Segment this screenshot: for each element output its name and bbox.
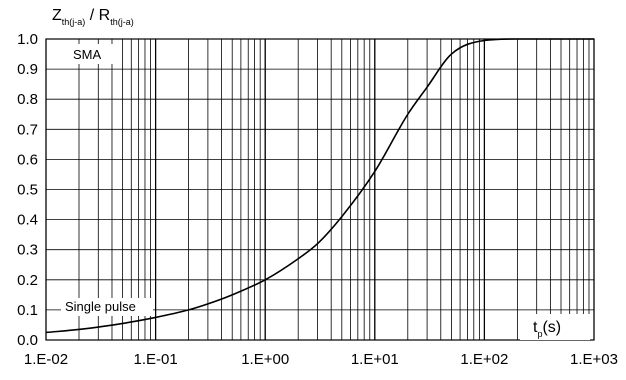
x-tick-label: 1.E+00 <box>241 351 289 368</box>
y-tick-labels: 0.0 0.1 0.2 0.3 0.4 0.5 0.6 0.7 0.8 0.9 1.0 <box>17 31 38 349</box>
y-tick-label: 0.7 <box>17 121 38 138</box>
x-axis-label-group: tp(s) <box>520 314 590 340</box>
x-tick-label: 1.E-01 <box>133 351 177 368</box>
grid <box>45 38 595 341</box>
y-tick-label: 0.9 <box>17 61 38 78</box>
x-axis-label: tp(s) <box>533 319 561 339</box>
single-pulse-label: Single pulse <box>65 299 136 314</box>
x-tick-label: 1.E-02 <box>24 351 68 368</box>
plot-frame <box>45 38 595 341</box>
sma-annotation-bg <box>62 44 116 64</box>
single-pulse-bg <box>61 298 153 316</box>
x-axis-label-bg <box>520 314 590 340</box>
y-tick-label: 0.2 <box>17 272 38 289</box>
y-tick-label: 1.0 <box>17 31 38 48</box>
series-line <box>45 38 594 334</box>
x-tick-label: 1.E+03 <box>570 351 618 368</box>
x-tick-label: 1.E+02 <box>460 351 508 368</box>
y-tick-label: 0.8 <box>17 91 38 108</box>
y-tick-label: 0.4 <box>17 212 38 229</box>
x-tick-labels: 1.E-02 1.E-01 1.E+00 1.E+01 1.E+02 1.E+03 <box>24 351 618 368</box>
y-tick-label: 0.1 <box>17 302 38 319</box>
sma-annotation: SMA <box>62 44 116 64</box>
single-pulse-annotation: Single pulse <box>61 298 153 316</box>
sma-label: SMA <box>73 47 102 62</box>
y-tick-label: 0.5 <box>17 182 38 199</box>
x-tick-label: 1.E+01 <box>351 351 399 368</box>
y-tick-label: 0.3 <box>17 242 38 259</box>
y-axis-label: Zth(j-a) / Rth(j-a) <box>52 7 134 27</box>
y-tick-label: 0.6 <box>17 151 38 168</box>
y-tick-label: 0.0 <box>17 332 38 349</box>
